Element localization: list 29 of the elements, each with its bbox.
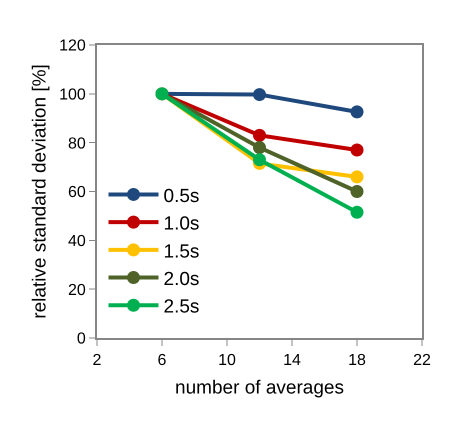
y-axis-title: relative standard deviation [%] xyxy=(29,64,50,319)
point xyxy=(253,153,266,166)
y-tick-label: 20 xyxy=(68,282,86,299)
legend-label: 0.5s xyxy=(164,186,200,207)
x-tick-label: 6 xyxy=(158,352,167,370)
point xyxy=(350,170,364,184)
legend-label: 1.0s xyxy=(164,214,200,235)
point xyxy=(350,185,364,198)
y-tick-label: 80 xyxy=(68,135,86,152)
point xyxy=(350,105,364,118)
point xyxy=(350,206,364,219)
x-tick-label: 14 xyxy=(283,352,301,370)
legend-label: 2.0s xyxy=(164,268,200,290)
x-axis-title: number of averages xyxy=(175,378,344,398)
x-tick-label: 22 xyxy=(413,352,431,370)
point xyxy=(350,143,364,156)
x-tick-label: 18 xyxy=(348,352,366,370)
y-tick-label: 40 xyxy=(68,232,86,250)
x-tick-label: 2 xyxy=(92,352,102,370)
point xyxy=(253,88,266,102)
point xyxy=(253,128,266,142)
legend-label: 2.5s xyxy=(164,296,200,318)
point xyxy=(253,141,266,154)
x-tick-label: 10 xyxy=(218,352,236,370)
y-tick-label: 60 xyxy=(68,184,86,202)
y-tick-label: 100 xyxy=(59,86,86,104)
y-tick-label: 0 xyxy=(76,330,86,348)
y-tick-label: 120 xyxy=(59,38,86,55)
legend-label: 1.5s xyxy=(164,241,200,262)
